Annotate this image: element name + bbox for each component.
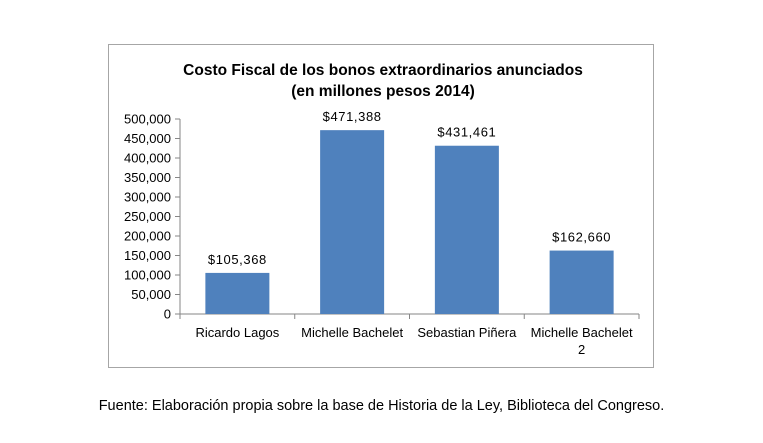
chart-title: Costo Fiscal de los bonos extraordinario…	[183, 62, 583, 79]
label-layer: $105,368 Ricardo Lagos $471,388 Michelle Ba…	[195, 109, 632, 357]
y-tick-label: 350,000	[124, 170, 171, 185]
x-tick-label: Ricardo Lagos	[195, 325, 279, 340]
y-tick-label: 200,000	[124, 229, 171, 244]
y-tick-label: 0	[164, 307, 171, 322]
y-tick-label: 150,000	[124, 248, 171, 263]
bar-layer	[205, 130, 614, 314]
data-label: $105,368	[208, 252, 267, 267]
y-tick-label: 50,000	[131, 287, 171, 302]
data-label: $431,461	[437, 125, 496, 140]
x-tick-label: Sebastian Piñera	[417, 325, 517, 340]
y-tick-label: 300,000	[124, 190, 171, 205]
y-tick-label: 450,000	[124, 131, 171, 146]
y-tick-label: 500,000	[124, 112, 171, 127]
chart-frame: Costo Fiscal de los bonos extraordinario…	[108, 44, 654, 368]
y-tick-label: 400,000	[124, 151, 171, 166]
x-tick-label: 2	[578, 342, 585, 357]
source-note: Fuente: Elaboración propia sobre la base…	[98, 398, 665, 414]
chart-subtitle: (en millones pesos 2014)	[291, 83, 475, 100]
y-tick-label: 100,000	[124, 268, 171, 283]
x-tick-label: Michelle Bachelet	[531, 325, 633, 340]
bar	[320, 130, 385, 314]
y-tick-label: 250,000	[124, 209, 171, 224]
x-tick-label: Michelle Bachelet	[301, 325, 403, 340]
axis-layer: 0 50,000 100,000 150,000 200,000 250,000 300,0…	[124, 112, 640, 322]
data-label: $162,660	[552, 230, 611, 245]
data-label: $471,388	[323, 109, 382, 124]
bar	[549, 250, 614, 314]
bar-chart: Costo Fiscal de los bonos extraordinario…	[124, 62, 640, 357]
bar	[434, 145, 499, 314]
bar	[205, 272, 270, 314]
